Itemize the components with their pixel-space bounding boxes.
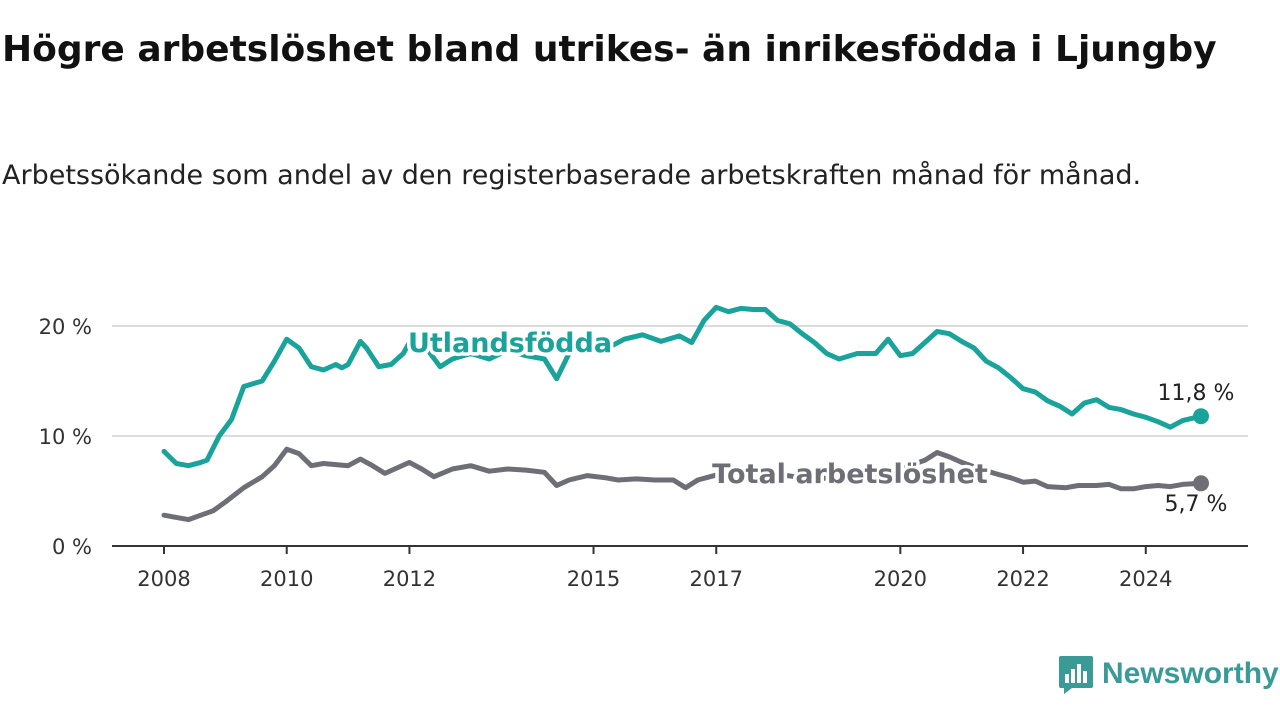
x-tick-label: 2015 <box>567 567 620 591</box>
series-lines <box>161 304 1209 523</box>
brand-name: Newsworthy <box>1102 657 1279 690</box>
x-tick-label: 2022 <box>996 567 1049 591</box>
series-labels: Utlandsfödda Total arbetslöshet 11,8 % 5,7 … <box>404 325 1237 520</box>
x-tick-label: 2008 <box>137 567 190 591</box>
x-axis-ticks: 2008 2010 2012 2015 2017 2020 2022 2024 <box>137 546 1173 591</box>
series-end-label: 11,8 % <box>1158 381 1235 406</box>
series-end-dot-1 <box>1193 475 1209 492</box>
y-tick-label: 20 % <box>39 315 92 339</box>
series-end-label: 5,7 % <box>1165 492 1228 517</box>
x-tick-label: 2010 <box>260 567 313 591</box>
x-tick-label: 2017 <box>690 567 743 591</box>
series-name-label: Utlandsfödda <box>408 328 612 359</box>
series-line-0 <box>161 304 1204 469</box>
newsworthy-logo: Newsworthy <box>1058 654 1279 694</box>
y-tick-label: 0 % <box>52 535 92 559</box>
x-tick-label: 2024 <box>1119 567 1172 591</box>
chart-subtitle: Arbetssökande som andel av den registerb… <box>2 160 1142 191</box>
newsworthy-logo-icon <box>1059 656 1093 694</box>
y-axis-ticks: 0 % 10 % 20 % <box>39 315 92 559</box>
line-chart: 0 % 10 % 20 % 2008 2010 2012 2015 2017 2020 2022… <box>39 304 1248 591</box>
grid-lines <box>112 325 1248 437</box>
y-tick-label: 10 % <box>39 425 92 449</box>
x-tick-label: 2020 <box>874 567 927 591</box>
series-name-label: Total arbetslöshet <box>712 459 988 490</box>
series-end-dot-0 <box>1193 408 1209 425</box>
series-line-1 <box>161 446 1204 523</box>
chart-title: Högre arbetslöshet bland utrikes- än inr… <box>2 29 1217 70</box>
x-tick-label: 2012 <box>383 567 436 591</box>
